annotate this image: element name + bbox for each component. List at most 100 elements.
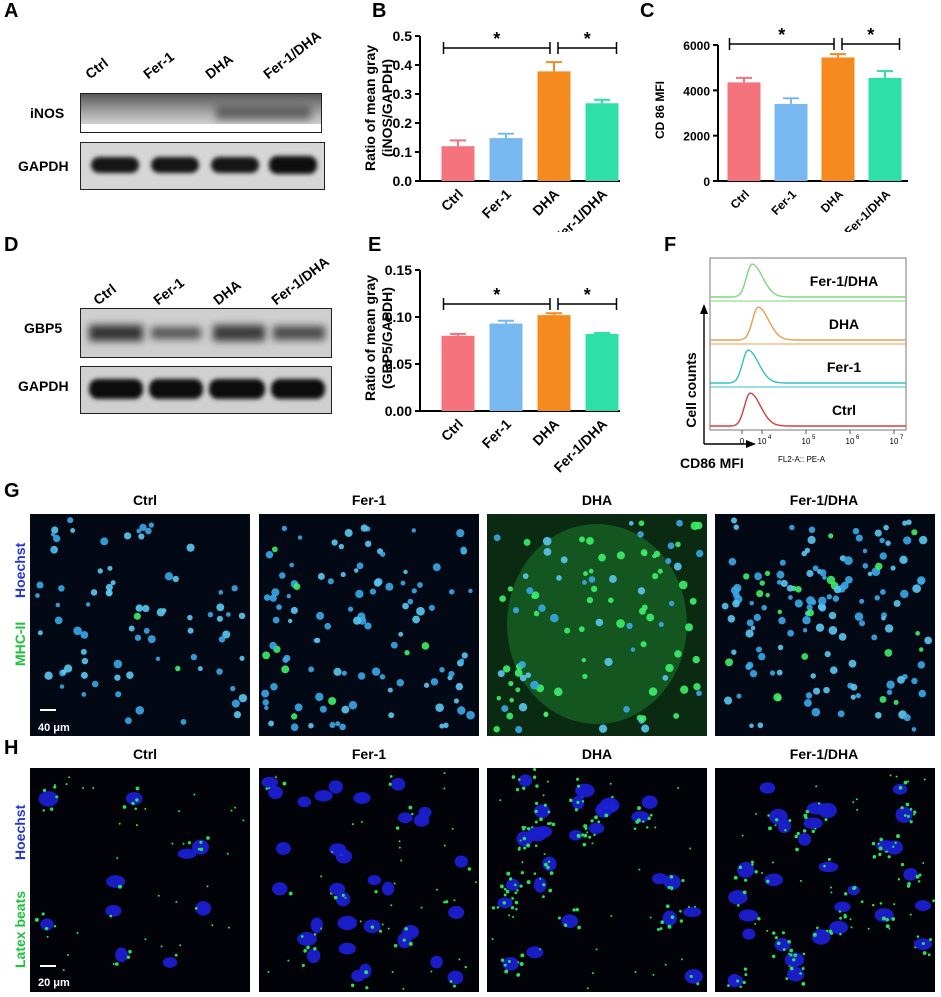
micro-h-images (30, 768, 936, 992)
cell-nucleus (808, 526, 816, 534)
cell-nucleus (502, 957, 519, 971)
latex-bead (577, 925, 581, 930)
latex-bead (234, 806, 237, 809)
flow-tick-label: 10 (846, 437, 855, 446)
cell-nucleus (675, 541, 681, 548)
cell-nucleus (231, 699, 240, 708)
cell-nucleus (396, 679, 405, 687)
cell-nucleus (421, 642, 430, 650)
latex-bead (823, 864, 826, 868)
latex-bead (581, 800, 585, 803)
latex-bead (544, 862, 548, 867)
cell-nucleus (387, 687, 393, 693)
cell-nucleus (776, 695, 782, 701)
cell-nucleus (499, 595, 506, 602)
cell-nucleus (430, 678, 439, 686)
cell-nucleus (731, 649, 737, 655)
cell-nucleus (623, 705, 630, 713)
cell-nucleus (262, 699, 269, 706)
latex-bead (839, 932, 842, 936)
latex-bead (404, 927, 408, 931)
category-label: Ctrl (438, 186, 466, 214)
cell-nucleus (177, 848, 197, 859)
cell-nucleus (903, 867, 918, 881)
latex-bead (900, 806, 904, 810)
flow-tick-exp: 5 (812, 435, 816, 441)
y-tick-label: 0.10 (385, 309, 412, 325)
latex-bead (903, 780, 908, 785)
latex-bead (524, 826, 527, 829)
cell-nucleus (805, 692, 813, 699)
cell-nucleus (381, 881, 395, 896)
cell-nucleus (658, 621, 664, 627)
cell-nucleus (416, 606, 425, 616)
latex-bead (802, 952, 806, 956)
latex-bead (420, 906, 423, 909)
latex-bead (539, 948, 542, 951)
cell-nucleus (509, 697, 514, 703)
micro-title: Ctrl (132, 746, 158, 762)
flow-axis-label: FL2-A:: PE-A (778, 455, 826, 464)
flow-curve (710, 392, 906, 427)
blot-row-label: GAPDH (18, 158, 69, 174)
cell-nucleus (192, 839, 209, 855)
cell-nucleus (329, 721, 336, 728)
cell-nucleus (164, 572, 174, 581)
cell-nucleus (815, 623, 825, 632)
cell-nucleus (662, 910, 677, 926)
y-tick-label: 6000 (683, 39, 710, 53)
cell-nucleus (216, 615, 223, 622)
lane-label: DHA (210, 276, 244, 308)
latex-bead (872, 855, 877, 859)
cell-nucleus (879, 696, 887, 703)
y-tick-label: 0.3 (393, 86, 413, 102)
latex-bead (909, 820, 913, 824)
cell-nucleus (379, 551, 386, 557)
y-tick-label: 0.1 (393, 144, 413, 160)
cell-nucleus (608, 597, 614, 604)
cell-nucleus (105, 905, 122, 917)
latex-bead (594, 815, 598, 820)
latex-bead (664, 963, 667, 966)
y-tick-label: 0.00 (385, 403, 412, 419)
cell-nucleus (70, 528, 76, 533)
cell-nucleus (818, 596, 827, 606)
latex-bead (331, 850, 334, 853)
cell-nucleus (759, 580, 765, 586)
cell-nucleus (403, 569, 408, 575)
cell-nucleus (73, 626, 82, 636)
y-tick-label: 0.05 (385, 356, 412, 372)
latex-bead (878, 852, 882, 857)
cell-nucleus (598, 724, 608, 733)
latex-bead (649, 916, 652, 919)
cell-nucleus (641, 724, 650, 733)
cell-nucleus (806, 569, 814, 578)
cell-nucleus (453, 698, 460, 704)
cell-nucleus (758, 652, 766, 661)
latex-bead (535, 784, 539, 788)
cell-nucleus (432, 563, 441, 572)
cell-nucleus (903, 714, 911, 722)
cell-nucleus (407, 598, 414, 605)
cell-nucleus (919, 647, 924, 652)
latex-bead (652, 973, 655, 976)
latex-bead (923, 778, 926, 781)
cell-nucleus (543, 711, 549, 717)
latex-bead (514, 900, 519, 905)
latex-bead (885, 924, 890, 929)
latex-bead (922, 862, 925, 865)
cell-nucleus (67, 517, 74, 524)
latex-bead (402, 987, 405, 990)
cell-nucleus (810, 673, 816, 679)
latex-bead (867, 927, 870, 930)
latex-bead (739, 985, 742, 989)
cell-nucleus (918, 689, 927, 698)
cell-nucleus (749, 669, 758, 678)
blot-row-label: GAPDH (18, 378, 69, 394)
latex-bead (549, 821, 552, 825)
cell-nucleus (850, 683, 858, 691)
latex-bead (435, 888, 438, 891)
lane-label: Ctrl (82, 54, 112, 82)
latex-bead (761, 872, 764, 875)
latex-bead (681, 878, 685, 883)
